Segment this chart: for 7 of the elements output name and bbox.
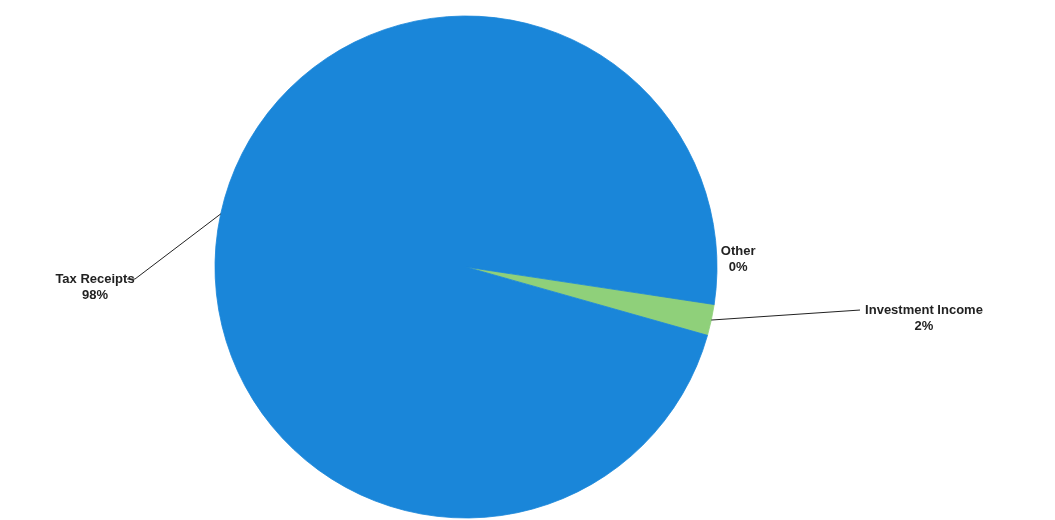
data-label: 98% <box>81 287 109 302</box>
text: 0% <box>728 258 748 274</box>
slice-label: Tax Receipts <box>55 271 135 286</box>
category-label: Other <box>720 242 756 258</box>
pie-slice <box>214 15 718 519</box>
slice-label: Investment Income <box>865 302 983 318</box>
data-label: 2% <box>914 318 934 334</box>
